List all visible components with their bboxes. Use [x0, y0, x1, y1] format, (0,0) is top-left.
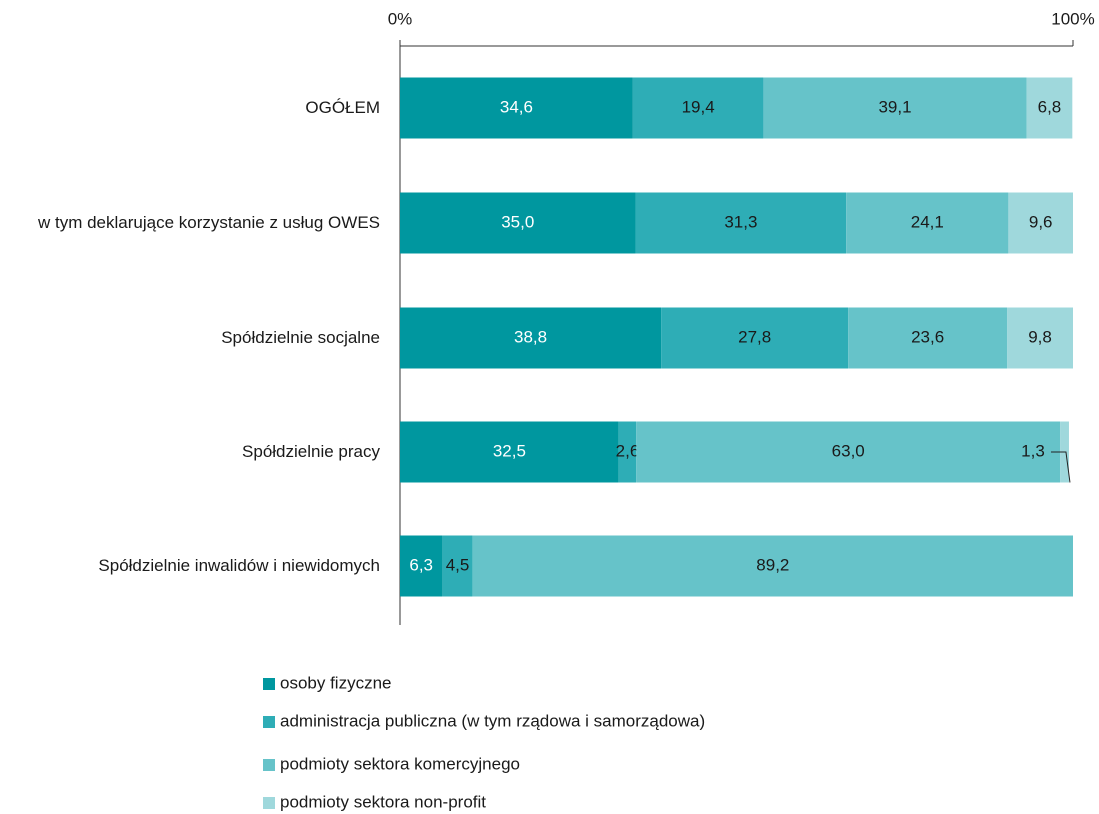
- bar-segment: [400, 192, 636, 254]
- value-label: 6,3: [409, 555, 433, 574]
- bar-segment: [763, 77, 1027, 139]
- value-label: 34,6: [500, 97, 533, 116]
- legend-swatch: [263, 797, 275, 809]
- legend-label: osoby fizyczne: [280, 673, 392, 692]
- x-tick-label: 100%: [1051, 9, 1094, 28]
- category-label: w tym deklarujące korzystanie z usług OW…: [37, 213, 380, 232]
- bar-segment: [848, 307, 1008, 369]
- bar-segment: [400, 421, 619, 483]
- value-label: 2,6: [616, 441, 640, 460]
- value-label: 6,8: [1038, 97, 1062, 116]
- bar-segment: [442, 535, 473, 597]
- x-tick-label: 0%: [388, 9, 413, 28]
- value-label: 31,3: [724, 212, 757, 231]
- legend-swatch: [263, 678, 275, 690]
- legend-label: administracja publiczna (w tym rządowa i…: [280, 711, 705, 730]
- value-label: 63,0: [832, 441, 865, 460]
- bar-segment: [618, 421, 637, 483]
- leader-line: [1050, 451, 1071, 483]
- value-label: 1,3: [1021, 441, 1045, 460]
- value-label: 19,4: [682, 97, 715, 116]
- value-label: 32,5: [493, 441, 526, 460]
- value-label: 9,6: [1029, 212, 1053, 231]
- bar-segment: [846, 192, 1009, 254]
- value-label: 4,5: [446, 555, 470, 574]
- bar-segment: [632, 77, 764, 139]
- value-label: 27,8: [738, 327, 771, 346]
- category-label: Spółdzielnie inwalidów i niewidomych: [98, 556, 380, 575]
- bar-segment: [400, 535, 443, 597]
- category-label: OGÓŁEM: [305, 98, 380, 117]
- bar-segment: [472, 535, 1074, 597]
- value-label: 39,1: [878, 97, 911, 116]
- value-label: 24,1: [911, 212, 944, 231]
- bar-segment: [661, 307, 849, 369]
- bar-segment: [635, 192, 847, 254]
- value-label: 35,0: [501, 212, 534, 231]
- bar-segment: [400, 307, 662, 369]
- value-label: 38,8: [514, 327, 547, 346]
- bar-segment: [1007, 307, 1073, 369]
- legend-label: podmioty sektora non-profit: [280, 792, 486, 811]
- value-label: 23,6: [911, 327, 944, 346]
- bar-segment: [400, 77, 633, 139]
- legend-swatch: [263, 716, 275, 728]
- category-label: Spółdzielnie socjalne: [221, 328, 380, 347]
- legend-label: podmioty sektora komercyjnego: [280, 754, 520, 773]
- bar-segment: [636, 421, 1061, 483]
- bar-segment: [1026, 77, 1073, 139]
- legend-swatch: [263, 759, 275, 771]
- category-label: Spółdzielnie pracy: [242, 442, 380, 461]
- bar-segment: [1008, 192, 1073, 254]
- value-label: 89,2: [756, 555, 789, 574]
- value-label: 9,8: [1028, 327, 1052, 346]
